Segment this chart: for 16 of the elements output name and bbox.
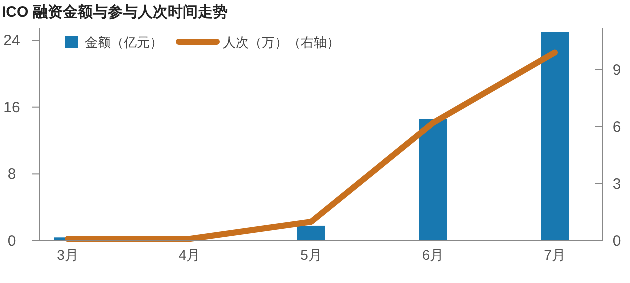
y2-tick-label: 9 — [612, 62, 622, 79]
x-tick-label: 3月 — [57, 247, 79, 263]
y-tick-label: 8 — [8, 166, 16, 184]
legend-label: 金额（亿元） — [85, 35, 163, 50]
chart-title: ICO 融资金额与参与人次时间走势 — [2, 3, 228, 21]
y-tick-label: 16 — [4, 99, 20, 116]
x-tick-label: 4月 — [178, 247, 201, 263]
y-tick-label: 24 — [4, 32, 20, 50]
y2-tick-label: 6 — [612, 118, 622, 136]
y2-tick-label: 0 — [612, 233, 622, 250]
x-tick-label: 6月 — [422, 247, 444, 263]
y-tick-label: 0 — [8, 233, 16, 250]
y2-tick-label: 3 — [612, 176, 622, 193]
legend-label: 人次（万）（右轴） — [223, 35, 340, 50]
x-tick-label: 7月 — [544, 247, 566, 263]
x-tick-label: 5月 — [300, 247, 322, 263]
